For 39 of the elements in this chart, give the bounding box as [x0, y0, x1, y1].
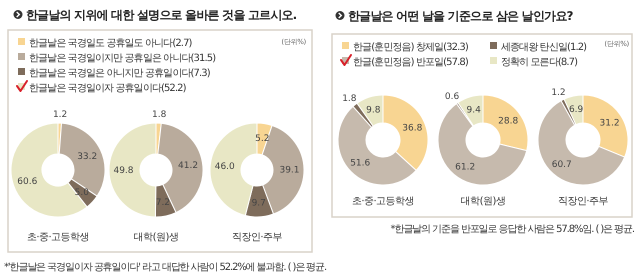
slice-label: 초·중·고등학생 — [352, 196, 414, 207]
slice-label: 초·중·고등학생 — [26, 232, 90, 243]
slice-label: 직장인·주부 — [558, 196, 609, 207]
data-label: 31.2 — [600, 118, 620, 128]
legend-label: 세종대왕 탄신일(1.2) — [501, 42, 588, 53]
slice-label: 직장인·주부 — [232, 232, 283, 243]
data-label: 36.8 — [402, 123, 423, 134]
legend-label: 정확히 모른다(8.7) — [501, 57, 578, 68]
legend-label: 한글(훈민정음) 반포일(57.8) — [353, 57, 469, 68]
data-label: 46.0 — [214, 162, 236, 172]
data-label: 0.6 — [444, 92, 460, 102]
legend-label: 한글날은 국경일이자 공휴일이다(52.2) — [29, 83, 187, 94]
data-label: 39.1 — [279, 166, 300, 176]
chart-title: 한글날의 지위에 대한 설명으로 올바른 것을 고르시오. — [26, 8, 297, 22]
data-label: 60.7 — [552, 160, 572, 170]
data-label: 6.9 — [568, 104, 584, 115]
data-label: 1.2 — [551, 88, 566, 98]
data-label: 33.2 — [77, 152, 98, 162]
data-label: 49.8 — [113, 166, 134, 176]
slice-label: 대학(원)생 — [460, 196, 506, 207]
chart-title: 한글날은 어떤 날을 기준으로 삼은 날인가요? — [348, 9, 574, 23]
data-label: 9.7 — [252, 198, 266, 209]
legend-label: 한글날은 국경일도 공휴일도 아니다(2.7) — [29, 38, 193, 49]
data-label: 51.6 — [350, 158, 371, 169]
text: *'한글날은 국경일이자 공휴일이다' 라고 대답한 사람이 52.2%에 불과함. ( )은 평균. — [4, 262, 328, 273]
data-label: 61.2 — [455, 162, 476, 173]
data-label: 28.8 — [498, 116, 518, 126]
data-label: 7.2 — [156, 198, 170, 208]
legend-label: 한글날은 국경일이지만 공휴일은 아니다(31.5) — [29, 53, 216, 64]
legend-label: 한글(훈민정음) 창제일(32.3) — [353, 42, 469, 53]
legend-label: 한글날은 국경일은 아니지만 공휴일이다(7.3) — [29, 68, 211, 79]
data-label: 41.2 — [178, 160, 198, 171]
data-label: 60.6 — [17, 176, 38, 187]
text: *한글날의 기준을 반포일로 응답한 사람은 57.8%임. ( )은 평균. — [390, 224, 635, 235]
data-label: 9.8 — [366, 106, 381, 116]
data-label: 1.8 — [342, 94, 357, 104]
data-label: 1.8 — [152, 110, 167, 120]
slice-label: 대학(원)생 — [134, 232, 178, 243]
data-label: 1.2 — [52, 110, 68, 120]
